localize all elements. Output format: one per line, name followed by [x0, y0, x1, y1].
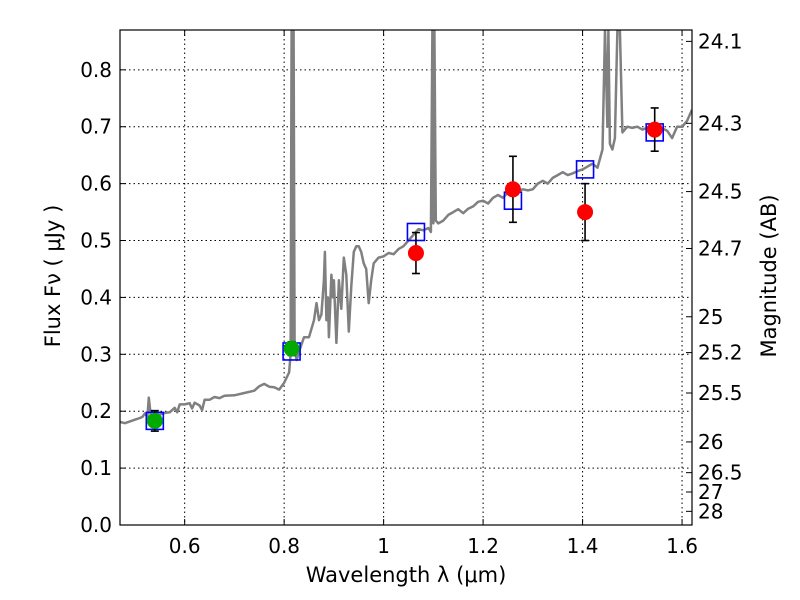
y-axis-label: Flux Fν ( μJy ): [41, 205, 65, 348]
observed-point: [646, 121, 663, 138]
y-tick-label: 0.4: [80, 285, 112, 309]
data-points: [145, 107, 664, 432]
magnitude-tick-label: 24.7: [698, 236, 743, 260]
observed-point: [283, 340, 300, 357]
y-tick-label: 0.6: [80, 172, 112, 196]
y-tick-label: 0.2: [80, 399, 112, 423]
y-tick-label: 0.5: [80, 229, 112, 253]
spectrum-line: [120, 30, 692, 425]
observed-point: [407, 245, 424, 262]
magnitude-tick-label: 26.5: [698, 461, 743, 485]
observed-point: [504, 181, 521, 198]
x-tick-label: 0.8: [268, 534, 300, 558]
x-tick-label: 1.2: [467, 534, 499, 558]
observed-point: [577, 204, 594, 221]
magnitude-tick-label: 24.5: [698, 180, 743, 204]
magnitude-tick-label: 24.1: [698, 29, 743, 53]
spectrum: [120, 30, 692, 425]
plot-frame: [119, 29, 693, 526]
y-tick-label: 0.3: [80, 342, 112, 366]
y-tick-label: 0.1: [80, 456, 112, 480]
magnitude-tick-label: 25.5: [698, 381, 743, 405]
x-tick-label: 1.6: [666, 534, 698, 558]
y-axis: 0.0 0.1 0.2 0.3 0.4 0.5 0.6 0.7 0.8: [80, 58, 126, 537]
x-tick-label: 1.4: [567, 534, 599, 558]
magnitude-tick-label: 26: [698, 430, 723, 454]
magnitude-tick-label: 24.3: [698, 111, 743, 135]
x-axis: 0.6 0.8 1 1.2 1.4 1.6: [169, 30, 698, 558]
magnitude-tick-label: 27: [698, 480, 723, 504]
magnitude-tick-label: 25: [698, 305, 723, 329]
magnitude-axis-label: Magnitude (AB): [757, 194, 781, 357]
model-photometry-square: [575, 160, 595, 179]
magnitude-tick-label: 25.2: [698, 341, 743, 365]
x-axis-label: Wavelength λ (μm): [306, 563, 507, 587]
y-tick-label: 0.8: [80, 58, 112, 82]
x-tick-label: 1: [377, 534, 390, 558]
magnitude-tick-label: 28: [698, 499, 723, 523]
x-tick-label: 0.6: [169, 534, 201, 558]
y-tick-label: 0.0: [80, 513, 112, 537]
y-tick-label: 0.7: [80, 115, 112, 139]
observed-point: [146, 412, 163, 429]
